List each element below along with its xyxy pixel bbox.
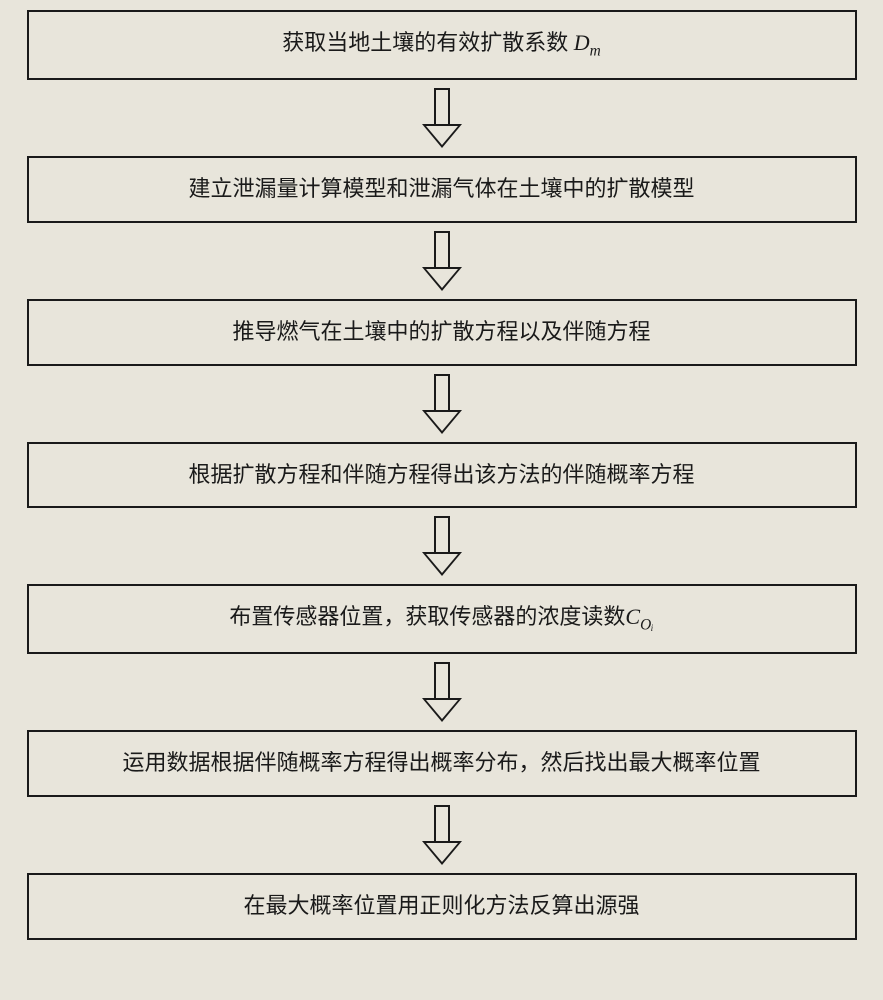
step-5-subscript: Oᵢ — [640, 617, 654, 634]
flowchart-container: 获取当地土壤的有效扩散系数 Dm 建立泄漏量计算模型和泄漏气体在土壤中的扩散模型… — [20, 10, 863, 940]
arrow-3 — [422, 366, 462, 442]
arrow-4 — [422, 508, 462, 584]
arrow-2 — [422, 223, 462, 299]
step-5-text: 布置传感器位置，获取传感器的浓度读数 — [229, 604, 625, 629]
arrow-6 — [422, 797, 462, 873]
step-1-text: 获取当地土壤的有效扩散系数 — [282, 30, 574, 55]
step-6-box: 运用数据根据伴随概率方程得出概率分布，然后找出最大概率位置 — [27, 730, 857, 797]
step-3-box: 推导燃气在土壤中的扩散方程以及伴随方程 — [27, 299, 857, 366]
step-4-box: 根据扩散方程和伴随方程得出该方法的伴随概率方程 — [27, 442, 857, 509]
step-2-box: 建立泄漏量计算模型和泄漏气体在土壤中的扩散模型 — [27, 156, 857, 223]
step-1-subscript: m — [590, 42, 601, 59]
step-7-text: 在最大概率位置用正则化方法反算出源强 — [243, 893, 639, 918]
arrow-1 — [422, 80, 462, 156]
step-1-box: 获取当地土壤的有效扩散系数 Dm — [27, 10, 857, 80]
step-4-text: 根据扩散方程和伴随方程得出该方法的伴随概率方程 — [188, 462, 694, 487]
step-6-text: 运用数据根据伴随概率方程得出概率分布，然后找出最大概率位置 — [122, 750, 760, 775]
step-2-text: 建立泄漏量计算模型和泄漏气体在土壤中的扩散模型 — [188, 176, 694, 201]
step-7-box: 在最大概率位置用正则化方法反算出源强 — [27, 873, 857, 940]
step-1-symbol: D — [574, 30, 590, 55]
arrow-5 — [422, 654, 462, 730]
step-5-symbol: C — [625, 604, 640, 629]
step-3-text: 推导燃气在土壤中的扩散方程以及伴随方程 — [232, 319, 650, 344]
step-5-box: 布置传感器位置，获取传感器的浓度读数COᵢ — [27, 584, 857, 654]
